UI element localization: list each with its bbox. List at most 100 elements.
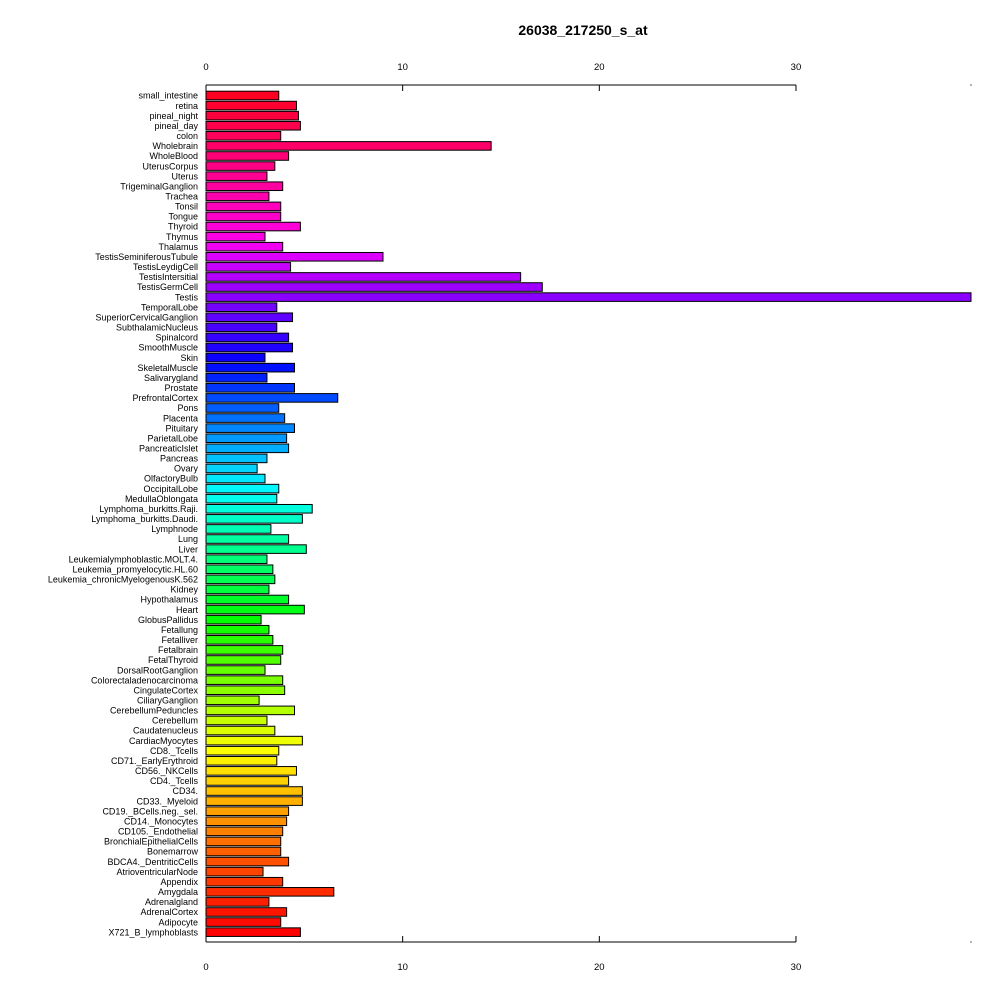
- category-label-75: Bonemarrow: [147, 847, 199, 857]
- bar-54: [205, 635, 274, 645]
- bar-22: [205, 312, 294, 323]
- bar-58: [205, 675, 284, 685]
- category-label-45: Liver: [178, 544, 198, 554]
- bar-69: [205, 786, 303, 796]
- bar-80: [205, 897, 270, 907]
- category-label-19: TestisGermCell: [137, 282, 198, 292]
- bar-31: [205, 403, 280, 413]
- bar-18: [205, 272, 522, 282]
- bar-10: [205, 191, 270, 202]
- bars-group: [205, 90, 972, 937]
- category-label-69: CD34.: [172, 786, 198, 796]
- bar-51: [205, 604, 305, 615]
- category-label-8: Uterus: [171, 171, 198, 181]
- category-label-56: FetalThyroid: [148, 655, 198, 665]
- category-label-25: SmoothMuscle: [138, 343, 198, 353]
- bar-79: [205, 887, 335, 897]
- bar-46: [205, 554, 268, 564]
- tick-label: 20: [594, 62, 605, 73]
- category-label-76: BDCA4._DentriticCells: [107, 857, 198, 867]
- bar-68: [205, 776, 290, 786]
- category-label-31: Pons: [177, 403, 198, 413]
- bar-36: [205, 453, 268, 464]
- bar-11: [205, 201, 282, 212]
- bar-33: [205, 423, 295, 433]
- bar-35: [205, 443, 290, 454]
- bar-23: [205, 322, 278, 333]
- category-label-58: Colorectaladenocarcinoma: [91, 675, 198, 685]
- category-label-50: Hypothalamus: [140, 595, 198, 605]
- bar-34: [205, 433, 288, 444]
- category-label-51: Heart: [176, 605, 199, 615]
- category-label-20: Testis: [175, 292, 199, 302]
- bar-74: [205, 836, 282, 847]
- category-label-48: Leukemia_chronicMyelogenousK.562: [48, 575, 198, 585]
- category-label-23: SubthalamicNucleus: [116, 323, 199, 333]
- category-label-16: TestisSeminiferousTubule: [95, 252, 198, 262]
- bar-14: [205, 231, 266, 242]
- tick-label: 0: [203, 62, 208, 73]
- bar-39: [205, 483, 280, 494]
- category-label-32: Placenta: [163, 413, 198, 423]
- category-label-42: Lymphoma_burkitts.Daudi.: [91, 514, 198, 524]
- category-label-5: Wholebrain: [152, 141, 198, 151]
- category-label-40: MedullaOblongata: [125, 494, 198, 504]
- category-label-3: pineal_day: [154, 121, 198, 131]
- category-label-37: Ovary: [174, 464, 199, 474]
- bar-50: [205, 594, 290, 605]
- bottom-x-axis: 0 10 20 30: [203, 936, 972, 973]
- bar-83: [205, 927, 301, 937]
- bar-82: [205, 917, 282, 927]
- bar-30: [205, 393, 339, 403]
- category-label-49: Kidney: [170, 585, 198, 595]
- category-label-4: colon: [176, 131, 198, 141]
- category-label-66: CD71._EarlyErythroid: [111, 756, 198, 766]
- category-label-47: Leukemia_promyelocytic.HL.60: [72, 564, 198, 574]
- axis-end-dot: [970, 84, 972, 86]
- category-label-54: Fetalliver: [161, 635, 198, 645]
- bar-59: [205, 685, 286, 696]
- bar-27: [205, 362, 295, 373]
- bar-78: [205, 876, 284, 887]
- bar-44: [205, 534, 290, 544]
- category-label-81: AdrenalCortex: [140, 907, 198, 917]
- bar-41: [205, 503, 313, 514]
- bar-48: [205, 574, 276, 585]
- category-label-36: Pancreas: [160, 454, 199, 464]
- category-label-41: Lymphoma_burkitts.Raji.: [99, 504, 198, 514]
- bar-28: [205, 372, 268, 383]
- tick-label: 10: [397, 962, 408, 973]
- bar-20: [205, 292, 972, 302]
- category-label-67: CD56._NKCells: [135, 766, 199, 776]
- category-label-77: AtrioventricularNode: [116, 867, 198, 877]
- bar-60: [205, 695, 260, 706]
- bar-19: [205, 282, 543, 292]
- bar-24: [205, 332, 290, 343]
- bar-0: [205, 90, 280, 101]
- category-label-46: Leukemialymphoblastic.MOLT.4.: [69, 554, 198, 564]
- category-label-6: WholeBlood: [149, 151, 198, 161]
- category-label-2: pineal_night: [149, 111, 198, 121]
- category-label-43: Lymphnode: [151, 524, 198, 534]
- bar-40: [205, 493, 278, 504]
- bar-16: [205, 251, 384, 262]
- category-label-72: CD14._Monocytes: [124, 816, 199, 826]
- bar-7: [205, 161, 276, 171]
- bar-25: [205, 342, 294, 353]
- category-label-14: Thymus: [166, 232, 199, 242]
- category-label-24: Spinalcord: [155, 333, 198, 343]
- tick-label: 30: [791, 62, 802, 73]
- bar-76: [205, 856, 290, 867]
- category-label-21: TemporalLobe: [141, 302, 198, 312]
- category-label-83: X721_B_lymphoblasts: [108, 927, 198, 937]
- category-label-7: UterusCorpus: [142, 161, 198, 171]
- category-label-30: PrefrontalCortex: [132, 393, 198, 403]
- category-label-35: PancreaticIslet: [139, 444, 199, 454]
- category-label-29: Prostate: [164, 383, 198, 393]
- bar-72: [205, 816, 288, 827]
- bar-12: [205, 211, 282, 222]
- bar-6: [205, 151, 290, 161]
- bar-38: [205, 473, 266, 484]
- category-label-70: CD33._Myeloid: [136, 796, 198, 806]
